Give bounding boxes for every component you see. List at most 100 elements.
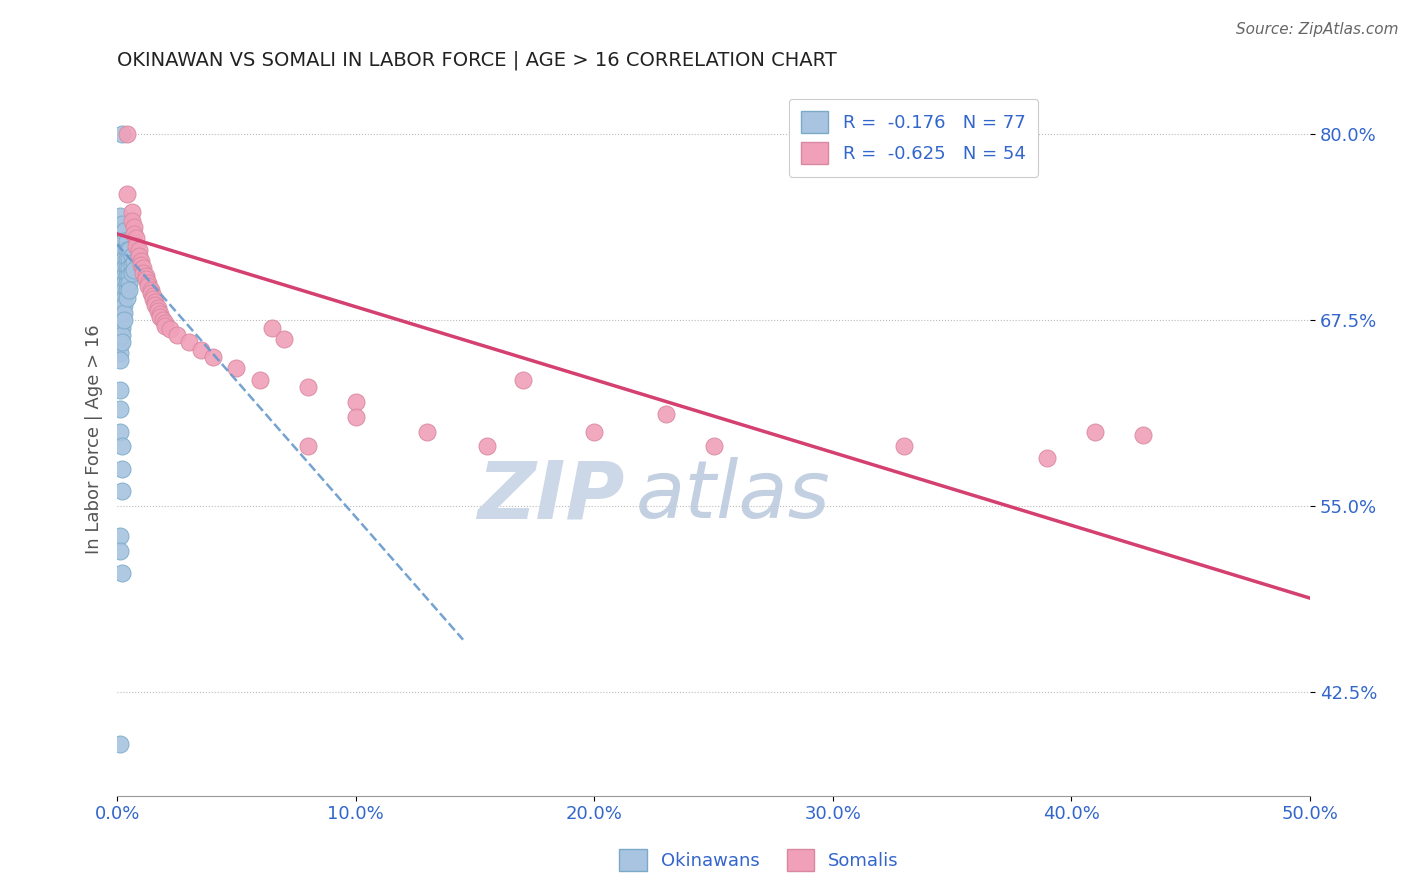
Point [108, 425, 131, 439]
Point [135, 268, 157, 283]
Point [111, 328, 134, 343]
Point [108, 224, 131, 238]
Point [475, 440, 498, 454]
Point [112, 235, 135, 249]
Point [128, 244, 150, 258]
Point [132, 266, 155, 280]
Point [135, 271, 157, 285]
Point [129, 253, 152, 268]
Point [122, 227, 145, 241]
Point [112, 261, 135, 276]
Point [118, 252, 141, 267]
Point [153, 319, 176, 334]
Point [344, 395, 367, 409]
Point [111, 298, 134, 312]
Point [152, 313, 174, 327]
Point [121, 204, 143, 219]
Point [118, 244, 141, 258]
Point [121, 249, 143, 263]
Point [115, 244, 138, 258]
Point [121, 213, 143, 227]
Point [1132, 427, 1154, 442]
Point [111, 276, 134, 290]
Point [583, 425, 606, 439]
Point [166, 328, 188, 343]
Point [122, 262, 145, 277]
Point [118, 268, 141, 283]
Point [112, 313, 135, 327]
Point [225, 360, 247, 375]
Point [149, 310, 172, 325]
Point [108, 402, 131, 417]
Point [108, 279, 131, 293]
Point [111, 227, 134, 241]
Point [655, 407, 678, 421]
Point [416, 425, 439, 439]
Point [108, 324, 131, 338]
Point [111, 268, 134, 283]
Point [249, 373, 271, 387]
Point [108, 346, 131, 360]
Point [146, 304, 169, 318]
Point [146, 301, 169, 316]
Point [111, 440, 134, 454]
Point [108, 293, 131, 308]
Point [118, 284, 141, 298]
Point [112, 224, 135, 238]
Point [108, 331, 131, 345]
Point [108, 257, 131, 271]
Point [121, 258, 143, 272]
Point [273, 333, 295, 347]
Point [108, 383, 131, 397]
Point [111, 335, 134, 350]
Point [115, 291, 138, 305]
Point [115, 261, 138, 276]
Legend: Okinawans, Somalis: Okinawans, Somalis [612, 842, 907, 879]
Point [108, 286, 131, 301]
Point [108, 244, 131, 258]
Point [136, 279, 159, 293]
Point [139, 286, 162, 301]
Point [112, 298, 135, 312]
Point [108, 271, 131, 285]
Point [177, 335, 200, 350]
Point [111, 462, 134, 476]
Point [111, 246, 134, 260]
Point [111, 484, 134, 499]
Y-axis label: In Labor Force | Age > 16: In Labor Force | Age > 16 [86, 324, 103, 554]
Point [136, 276, 159, 290]
Point [111, 217, 134, 231]
Point [111, 261, 134, 276]
Point [111, 128, 134, 142]
Point [112, 252, 135, 267]
Point [125, 231, 148, 245]
Point [118, 276, 141, 290]
Point [142, 293, 165, 307]
Point [143, 295, 166, 310]
Point [118, 261, 141, 276]
Point [122, 219, 145, 234]
Point [153, 316, 176, 330]
Point [108, 353, 131, 368]
Point [262, 320, 284, 334]
Point [108, 264, 131, 278]
Point [159, 322, 181, 336]
Point [1084, 425, 1107, 439]
Point [190, 343, 212, 357]
Point [108, 309, 131, 323]
Point [121, 266, 143, 280]
Point [115, 252, 138, 267]
Point [115, 235, 138, 249]
Point [108, 301, 131, 316]
Point [115, 268, 138, 283]
Point [129, 258, 152, 272]
Point [108, 235, 131, 249]
Point [344, 409, 367, 424]
Point [111, 237, 134, 252]
Point [297, 380, 319, 394]
Point [297, 440, 319, 454]
Point [115, 276, 138, 290]
Point [111, 313, 134, 327]
Text: atlas: atlas [636, 457, 831, 535]
Point [115, 186, 138, 201]
